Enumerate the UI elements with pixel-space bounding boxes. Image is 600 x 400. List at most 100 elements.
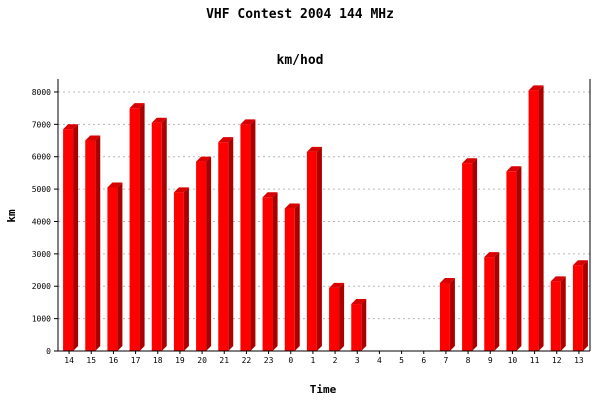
x-tick-label: 8 [466, 356, 471, 365]
x-tick-label: 2 [333, 356, 338, 365]
bar-top [351, 299, 367, 305]
bar [85, 135, 101, 351]
bar-front [439, 283, 450, 351]
bar [462, 158, 478, 351]
bar-front [196, 161, 207, 351]
bar-front [550, 281, 561, 351]
y-tick-label: 4000 [32, 217, 51, 226]
bar-side [582, 260, 588, 351]
bar-side [272, 192, 278, 351]
y-tick-label: 1000 [32, 315, 51, 324]
bar-side [161, 117, 167, 351]
x-tick-label: 10 [508, 356, 518, 365]
bar-top [462, 158, 478, 164]
bar-top [506, 166, 522, 172]
y-tick-label: 3000 [32, 250, 51, 259]
bar-front [218, 142, 229, 351]
bar-side [449, 278, 455, 351]
bar-top [173, 187, 189, 193]
bar-top [63, 124, 79, 130]
bar [550, 276, 566, 351]
bar-side [516, 166, 522, 351]
bar-front [63, 129, 74, 351]
grid [58, 91, 590, 320]
bar-front [107, 187, 118, 351]
bar-front [262, 197, 273, 351]
bar-top [262, 192, 278, 198]
x-tick-label: 21 [219, 356, 229, 365]
x-tick-label: 12 [552, 356, 562, 365]
bar [240, 119, 256, 351]
bar [63, 124, 79, 351]
x-tick-label: 9 [488, 356, 493, 365]
bar-side [228, 137, 234, 351]
x-axis-label: Time [310, 383, 337, 396]
bar-top [240, 119, 256, 125]
y-axis-label: km [5, 209, 18, 223]
bar-top [484, 252, 500, 258]
bar-front [528, 90, 539, 351]
x-tick-label: 22 [242, 356, 252, 365]
y-tick-label: 2000 [32, 282, 51, 291]
x-tick-label: 11 [530, 356, 540, 365]
bar-side [95, 135, 101, 351]
bar [262, 192, 278, 351]
bar-side [361, 299, 367, 351]
bar-front [351, 304, 362, 351]
bar-side [538, 85, 544, 351]
x-tick-label: 15 [86, 356, 96, 365]
bar [329, 282, 345, 351]
y-tick-label: 8000 [32, 88, 51, 97]
y-tick-label: 0 [46, 347, 51, 356]
bar-top [572, 260, 588, 266]
x-tick-label: 13 [574, 356, 584, 365]
chart-subtitle: km/hod [277, 53, 324, 68]
bar-top [85, 135, 101, 141]
bar-side [73, 124, 79, 351]
bar-top [306, 146, 322, 152]
x-tick-label: 0 [288, 356, 293, 365]
bar [284, 203, 300, 351]
bar-front [506, 171, 517, 351]
chart-title: VHF Contest 2004 144 MHz [206, 7, 394, 22]
bar [196, 156, 212, 351]
bar-front [572, 265, 583, 351]
bar-front [284, 208, 295, 351]
x-tick-label: 14 [64, 356, 74, 365]
bar [306, 146, 322, 351]
bar-side [250, 119, 256, 351]
bar-side [294, 203, 300, 351]
bar-top [528, 85, 544, 91]
bar-side [560, 276, 566, 351]
bar [528, 85, 544, 351]
bar-side [139, 103, 145, 352]
bar-side [206, 156, 212, 351]
bar-side [472, 158, 478, 351]
bar-top [439, 278, 455, 283]
bar [218, 137, 234, 351]
bar [484, 252, 500, 351]
bar-top [196, 156, 212, 162]
bar-top [107, 182, 123, 188]
x-tick-label: 18 [153, 356, 163, 365]
bar-top [284, 203, 300, 209]
bar [107, 182, 123, 351]
x-tick-label: 3 [355, 356, 360, 365]
x-tick-label: 5 [399, 356, 404, 365]
bar-front [240, 124, 251, 351]
bar-side [183, 187, 189, 351]
bar [351, 299, 367, 351]
bar-front [173, 192, 184, 351]
x-tick-label: 1 [311, 356, 316, 365]
bar [572, 260, 588, 351]
bar [151, 117, 167, 351]
bar [129, 103, 145, 352]
bar-front [462, 163, 473, 351]
x-tick-label: 16 [109, 356, 119, 365]
y-tick-label: 6000 [32, 153, 51, 162]
bar-side [339, 282, 345, 351]
bars [63, 85, 588, 352]
bar-top [129, 103, 145, 109]
